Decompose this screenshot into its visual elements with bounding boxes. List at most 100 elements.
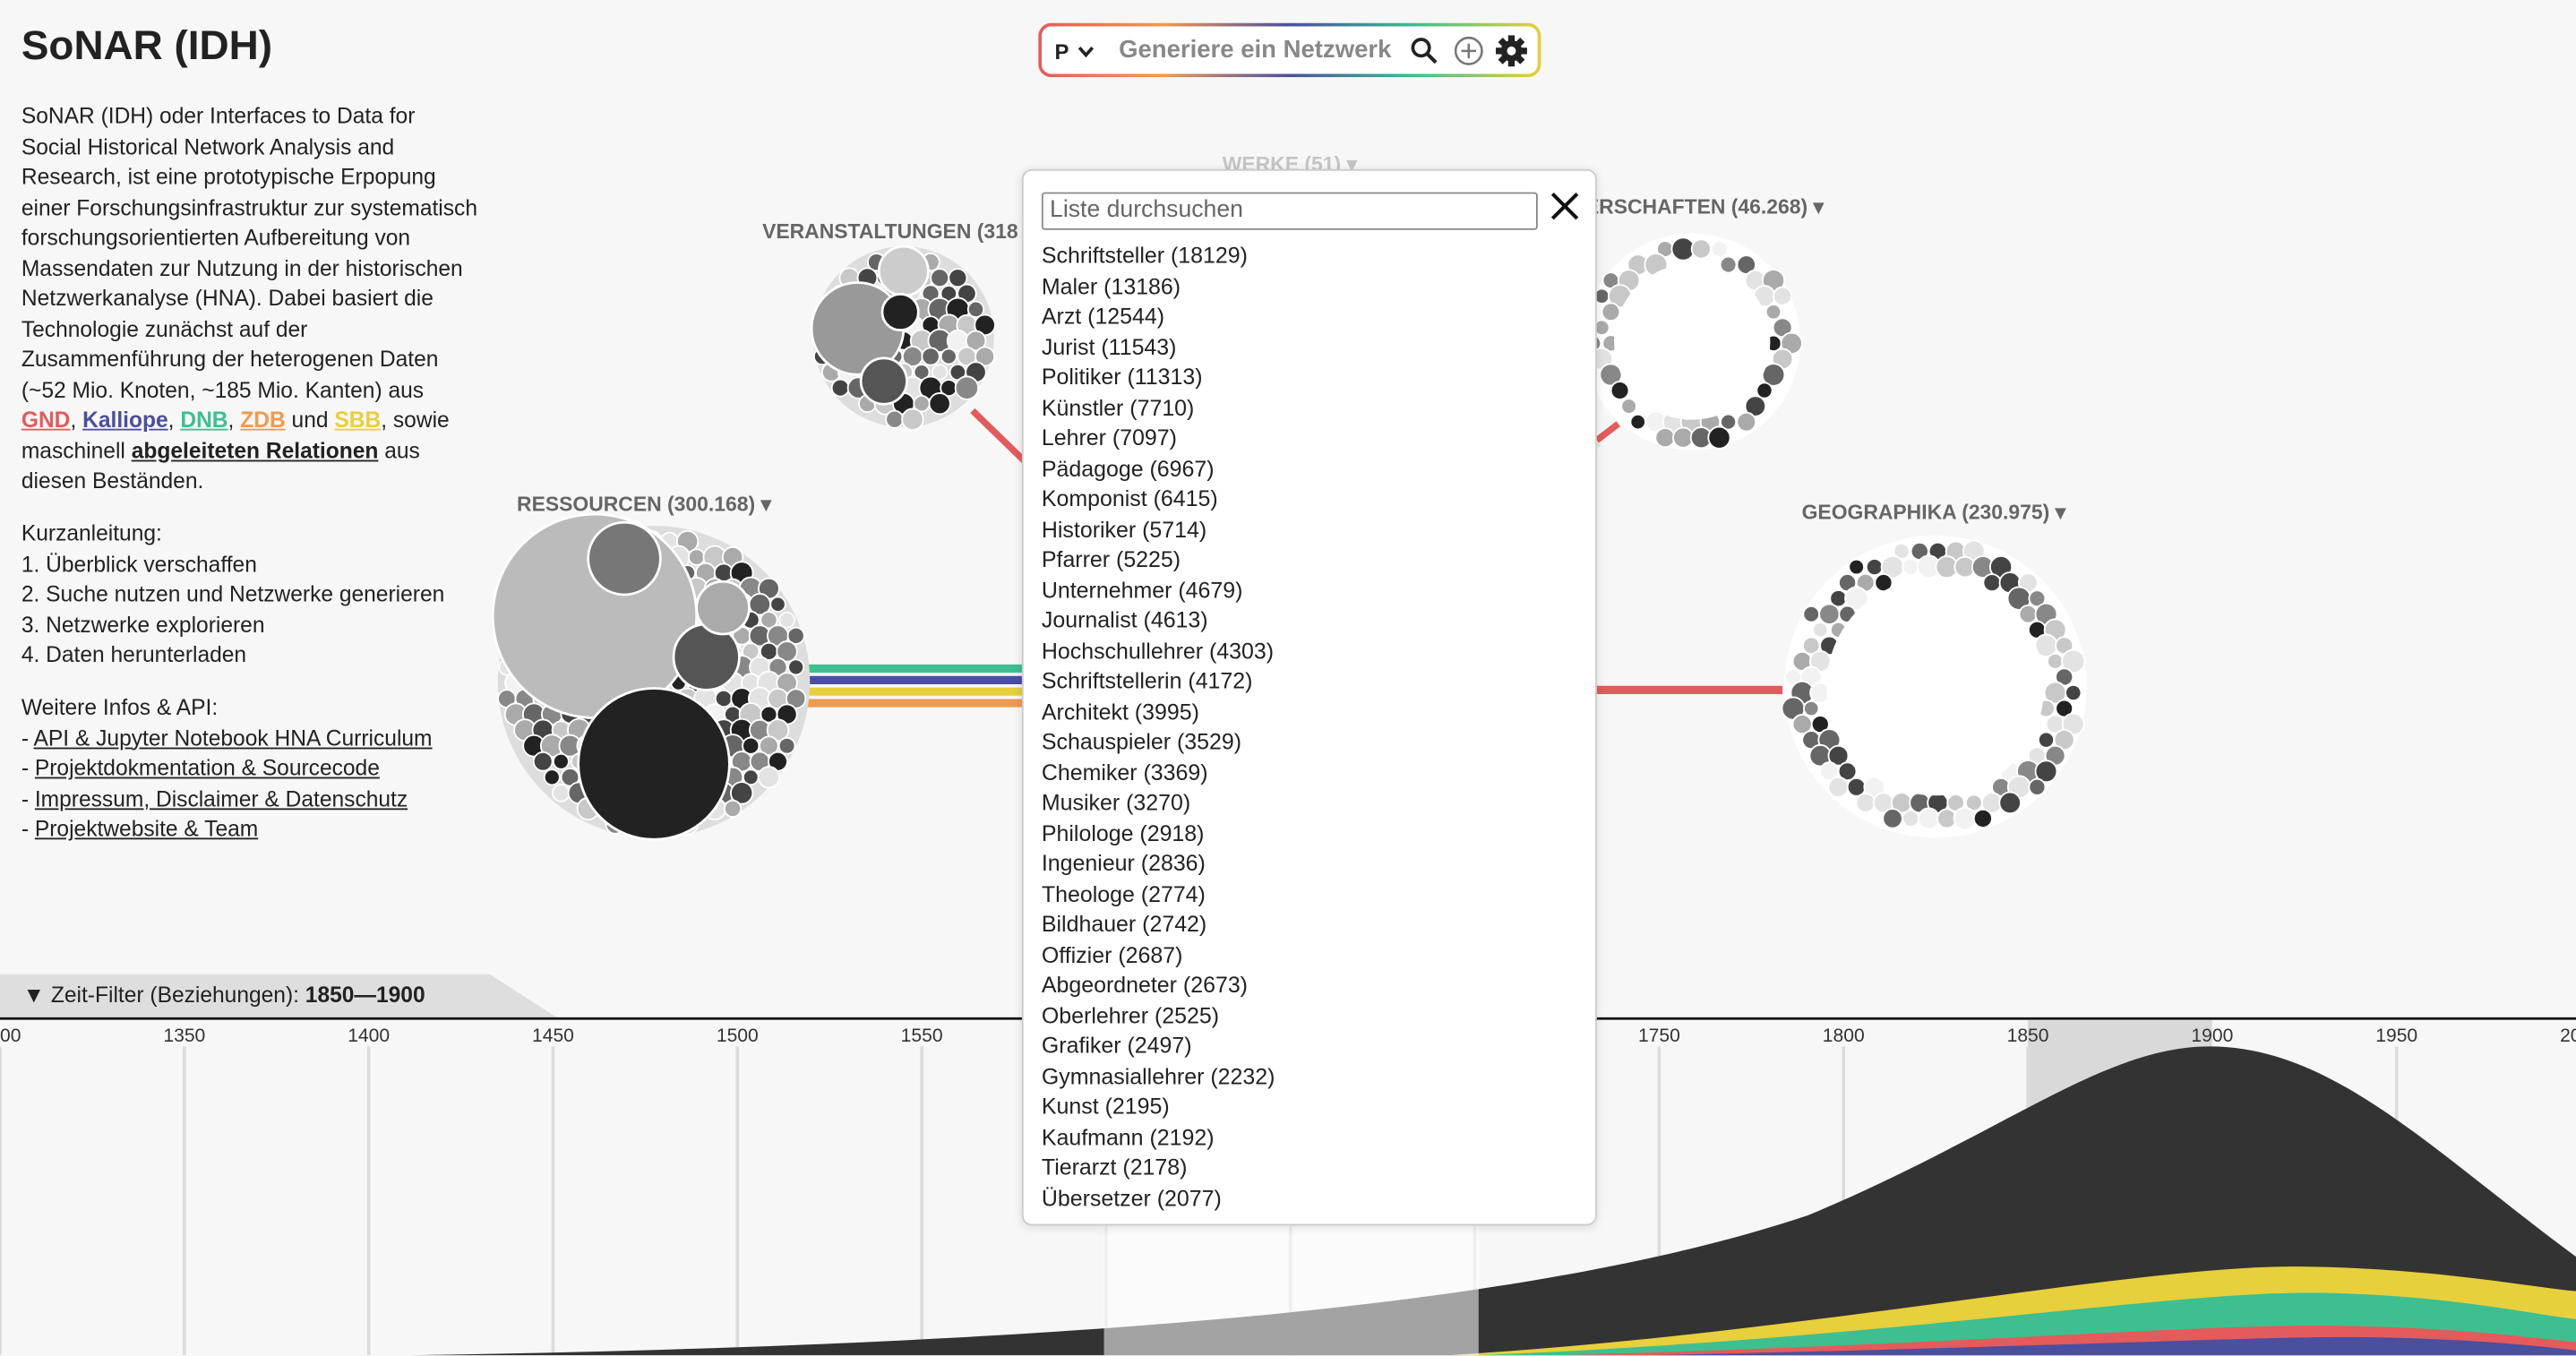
info-link[interactable]: Projektwebsite & Team	[34, 816, 259, 842]
cell	[877, 245, 930, 297]
info-link[interactable]: Impressum, Disclaimer & Datenschutz	[34, 785, 408, 811]
intro: SoNAR (IDH) oder Interfaces to Data for …	[21, 102, 478, 497]
list-item[interactable]: Schriftstellerin (4172)	[1041, 668, 1253, 694]
cell	[587, 520, 662, 596]
list-item[interactable]: Pädagoge (6967)	[1041, 455, 1215, 481]
list-item[interactable]: Übersetzer (2077)	[1041, 1185, 1222, 1210]
cell	[1818, 603, 1841, 625]
cell	[2047, 652, 2065, 670]
cell	[1654, 427, 1676, 449]
cell	[948, 268, 968, 288]
dropdown: Liste durchsuchen Schriftsteller (18129)…	[1021, 168, 1597, 1226]
source-link[interactable]: Kalliope	[82, 407, 168, 433]
cell	[1710, 240, 1729, 258]
list-item[interactable]: Künstler (7710)	[1041, 395, 1195, 420]
source-link[interactable]: abgeleiteten Relationen	[131, 437, 379, 463]
cell	[1902, 809, 1920, 828]
cell	[1865, 558, 1884, 577]
list-search[interactable]: Liste durchsuchen	[1041, 192, 1538, 230]
list-item[interactable]: Jurist (11543)	[1041, 334, 1177, 359]
stream-dark	[410, 1046, 2576, 1356]
settings-icon[interactable]	[1495, 35, 1528, 68]
cell	[1720, 413, 1738, 431]
source-link[interactable]: GND	[21, 407, 71, 433]
cell	[974, 313, 996, 337]
cell	[940, 348, 957, 365]
list-item[interactable]: Journalist (4613)	[1041, 607, 1208, 633]
cell	[1736, 254, 1756, 275]
timeline-tick-label: 1550	[901, 1026, 943, 1046]
list-item[interactable]: Abgeordneter (2673)	[1041, 972, 1248, 998]
list-item[interactable]: Pfarrer (5225)	[1041, 546, 1181, 572]
edge	[1594, 421, 1620, 443]
list-item[interactable]: Historiker (5714)	[1041, 516, 1207, 542]
filter-range[interactable]: 1850—1900	[305, 982, 425, 1008]
search-bar[interactable]: P Generiere ein Netzwerk	[1038, 23, 1541, 78]
list-item[interactable]: Bildhauer (2742)	[1041, 911, 1207, 937]
cell	[966, 300, 985, 318]
timeline-tick-label: 1850	[2007, 1026, 2049, 1046]
info-link[interactable]: Projektdokmentation & Sourcecode	[34, 755, 380, 781]
list-item[interactable]: Lehrer (7097)	[1041, 425, 1177, 451]
source-link[interactable]: SBB	[334, 407, 382, 433]
cell	[1736, 411, 1757, 433]
source-link[interactable]: DNB	[180, 407, 228, 433]
list-item[interactable]: Oberlehrer (2525)	[1041, 1002, 1220, 1028]
list-item[interactable]: Maler (13186)	[1041, 273, 1181, 298]
cell	[1972, 808, 1993, 828]
list-item[interactable]: Theologe (2774)	[1041, 881, 1206, 906]
search-placeholder[interactable]: Generiere ein Netzwerk	[1119, 36, 1392, 64]
cell	[2018, 604, 2039, 624]
cell	[1610, 381, 1630, 400]
intro-text: , sowie maschinell	[21, 407, 450, 463]
list-item[interactable]: Offizier (2687)	[1041, 941, 1183, 967]
close-icon[interactable]	[1550, 191, 1581, 222]
list-item[interactable]: Kaufmann (2192)	[1041, 1124, 1215, 1150]
intro-text: ,	[70, 407, 83, 433]
list-item[interactable]: Tierarzt (2178)	[1041, 1154, 1188, 1180]
info-row: - Projektdokmentation & Sourcecode	[21, 754, 498, 785]
cell	[975, 346, 996, 367]
filter-tab	[0, 974, 559, 1019]
list-item[interactable]: Hochschullehrer (4303)	[1041, 638, 1275, 664]
cell	[859, 356, 908, 406]
time-filter-toggle[interactable]: ▼ Zeit-Filter (Beziehungen): 1850—1900	[23, 983, 425, 1008]
source-link[interactable]: ZDB	[240, 407, 286, 433]
list-item[interactable]: Arzt (12544)	[1041, 304, 1165, 329]
list-item[interactable]: Architekt (3995)	[1041, 699, 1199, 724]
list-item[interactable]: Schriftsteller (18129)	[1041, 243, 1248, 268]
list-item[interactable]: Grafiker (2497)	[1041, 1033, 1192, 1059]
info-prefix: -	[21, 785, 35, 811]
cell	[2065, 683, 2082, 702]
info-row: - API & Jupyter Notebook HNA Curriculum	[21, 724, 498, 754]
cell	[928, 392, 951, 416]
list-item[interactable]: Chemiker (3369)	[1041, 760, 1208, 785]
cell	[778, 611, 795, 629]
toggle-icon[interactable]: ▼	[22, 982, 46, 1008]
cell	[1601, 302, 1621, 322]
info-prefix: -	[21, 755, 35, 781]
cell	[2053, 729, 2075, 751]
cell	[532, 751, 554, 772]
add-icon[interactable]	[1452, 35, 1485, 68]
list-item[interactable]: Schauspieler (3529)	[1041, 729, 1242, 754]
mode-select[interactable]: P	[1054, 39, 1069, 64]
list-item[interactable]: Kunst (2195)	[1041, 1094, 1170, 1120]
list-item[interactable]: Politiker (11313)	[1041, 365, 1203, 390]
cell	[757, 766, 781, 789]
info-row: - Projektwebsite & Team	[21, 815, 498, 845]
list-item[interactable]: Gymnasiallehrer (2232)	[1041, 1063, 1275, 1089]
list-search-placeholder[interactable]: Liste durchsuchen	[1050, 197, 1243, 224]
guide: Kurzanleitung: 1. Überblick verschaffen 2…	[21, 519, 498, 672]
list-item[interactable]: Philologe (2918)	[1041, 820, 1205, 845]
search-icon[interactable]	[1410, 36, 1439, 65]
filter-label[interactable]: Zeit-Filter (Beziehungen):	[50, 982, 305, 1008]
list-item[interactable]: Ingenieur (2836)	[1041, 851, 1206, 876]
cluster-label: GEOGRAPHIKA (230.975) ▾	[1802, 501, 2067, 524]
timeline-tick-label: 1400	[348, 1026, 390, 1046]
list-item[interactable]: Komponist (6415)	[1041, 485, 1218, 511]
info-title: Weitere Infos & API:	[21, 694, 219, 720]
list-item[interactable]: Unternehmer (4679)	[1041, 577, 1243, 603]
list-item[interactable]: Musiker (3270)	[1041, 790, 1191, 815]
info-link[interactable]: API & Jupyter Notebook HNA Curriculum	[33, 725, 433, 751]
